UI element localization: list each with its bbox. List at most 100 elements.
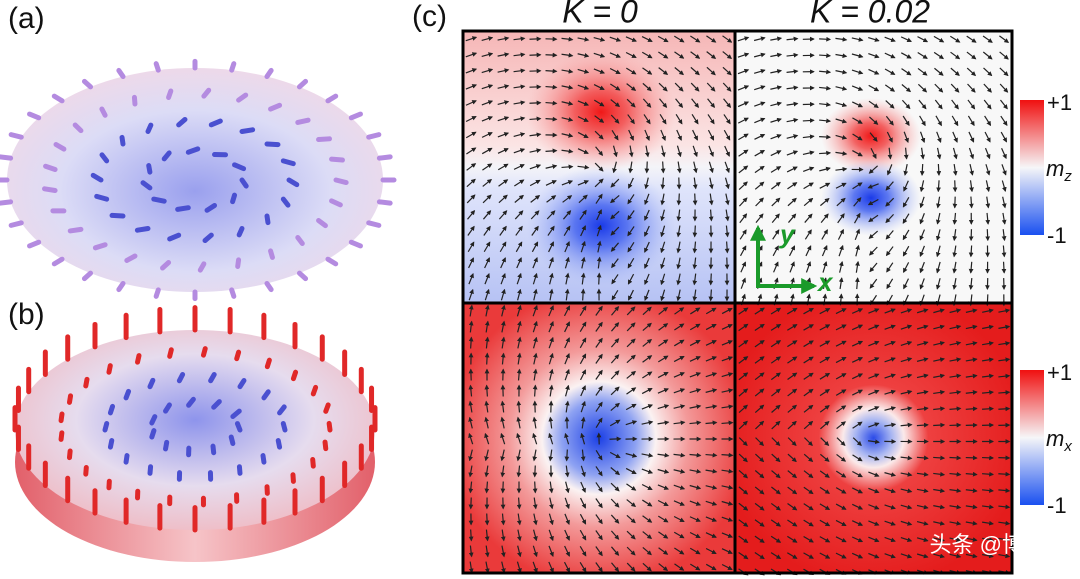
arrow	[186, 396, 196, 408]
arrow	[161, 150, 172, 162]
arrow	[985, 164, 991, 176]
arrow	[658, 531, 669, 539]
arrow	[466, 178, 476, 188]
arrow	[532, 561, 538, 574]
arrow	[787, 340, 798, 348]
arrow	[673, 404, 686, 409]
arrow	[500, 416, 505, 429]
arrow	[147, 377, 156, 390]
arrow	[689, 372, 702, 378]
arrow	[625, 467, 637, 475]
arrow	[884, 324, 896, 330]
arrow	[610, 242, 620, 252]
colorbar	[1020, 100, 1044, 235]
arrow	[1001, 245, 1007, 258]
arrow	[753, 68, 766, 74]
arrow	[902, 197, 910, 208]
arrow	[625, 452, 638, 458]
arrow	[595, 353, 603, 364]
arrow	[771, 486, 781, 495]
arrow	[755, 197, 764, 207]
arrow	[884, 357, 896, 363]
arrow	[836, 421, 846, 430]
arrow	[468, 465, 474, 478]
arrow	[787, 486, 798, 495]
arrow	[167, 347, 174, 359]
arrow	[500, 336, 506, 349]
arrow	[916, 488, 929, 494]
arrow	[612, 161, 617, 174]
arrow	[724, 241, 730, 254]
arrow	[854, 228, 861, 241]
arrow	[933, 35, 945, 43]
arrow	[642, 531, 653, 540]
arrow	[610, 210, 620, 220]
arrow	[738, 372, 749, 381]
arrow	[545, 52, 558, 58]
colorbar-min: -1	[1047, 493, 1067, 518]
arrow	[517, 288, 522, 301]
arrow	[532, 449, 538, 462]
arrow	[564, 241, 570, 253]
arrow	[835, 536, 847, 543]
arrow	[468, 545, 474, 558]
arrow	[135, 353, 142, 365]
arrow	[642, 499, 653, 507]
arrow	[325, 93, 339, 104]
arrow	[628, 289, 634, 301]
arrow	[234, 349, 242, 362]
arrow	[229, 61, 237, 73]
arrow	[581, 256, 586, 269]
arrow	[610, 83, 621, 91]
arrow	[884, 84, 896, 92]
arrow	[919, 229, 926, 241]
arrow	[835, 86, 848, 91]
arrow	[770, 36, 783, 42]
arrow	[676, 145, 682, 158]
arrow	[530, 195, 541, 203]
arrow	[676, 193, 682, 206]
arrow	[529, 164, 542, 170]
arrow	[484, 513, 490, 526]
arrow	[626, 322, 636, 332]
arrow	[919, 115, 926, 127]
arrow	[516, 561, 522, 574]
arrow	[949, 488, 962, 493]
arrow	[934, 83, 944, 93]
arrow	[609, 36, 622, 42]
arrow	[936, 196, 941, 209]
arrow	[737, 52, 750, 58]
arrow	[468, 416, 473, 429]
arrow	[549, 272, 554, 285]
arrow	[513, 164, 525, 170]
arrow	[805, 245, 812, 257]
arrow	[721, 563, 733, 571]
arrow	[497, 52, 510, 58]
arrow	[689, 420, 702, 426]
arrow	[916, 471, 929, 477]
arrow	[268, 248, 275, 260]
arrow	[484, 449, 489, 462]
arrow	[721, 340, 733, 346]
arrow	[596, 224, 602, 237]
arrow	[935, 245, 941, 258]
arrow	[484, 272, 490, 285]
arrow	[612, 145, 618, 158]
arrow	[0, 199, 14, 206]
arrow	[562, 195, 573, 203]
arrow	[693, 161, 698, 174]
arrow	[1001, 180, 1007, 193]
arrow	[514, 210, 524, 220]
arrow	[466, 163, 477, 171]
arrow	[676, 209, 682, 222]
arrow	[835, 487, 847, 494]
arrow	[772, 245, 779, 257]
arrow	[965, 308, 978, 314]
arrow	[689, 323, 701, 331]
arrow	[868, 520, 880, 526]
arrow	[498, 194, 508, 204]
arrow	[673, 372, 685, 378]
arrow	[516, 336, 522, 349]
arrow	[657, 468, 670, 474]
arrow	[851, 373, 864, 380]
